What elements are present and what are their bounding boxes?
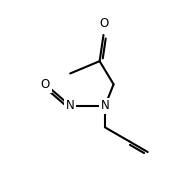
Text: N: N — [66, 99, 75, 112]
Text: O: O — [41, 78, 50, 91]
Text: N: N — [101, 99, 109, 112]
Text: O: O — [99, 17, 108, 30]
